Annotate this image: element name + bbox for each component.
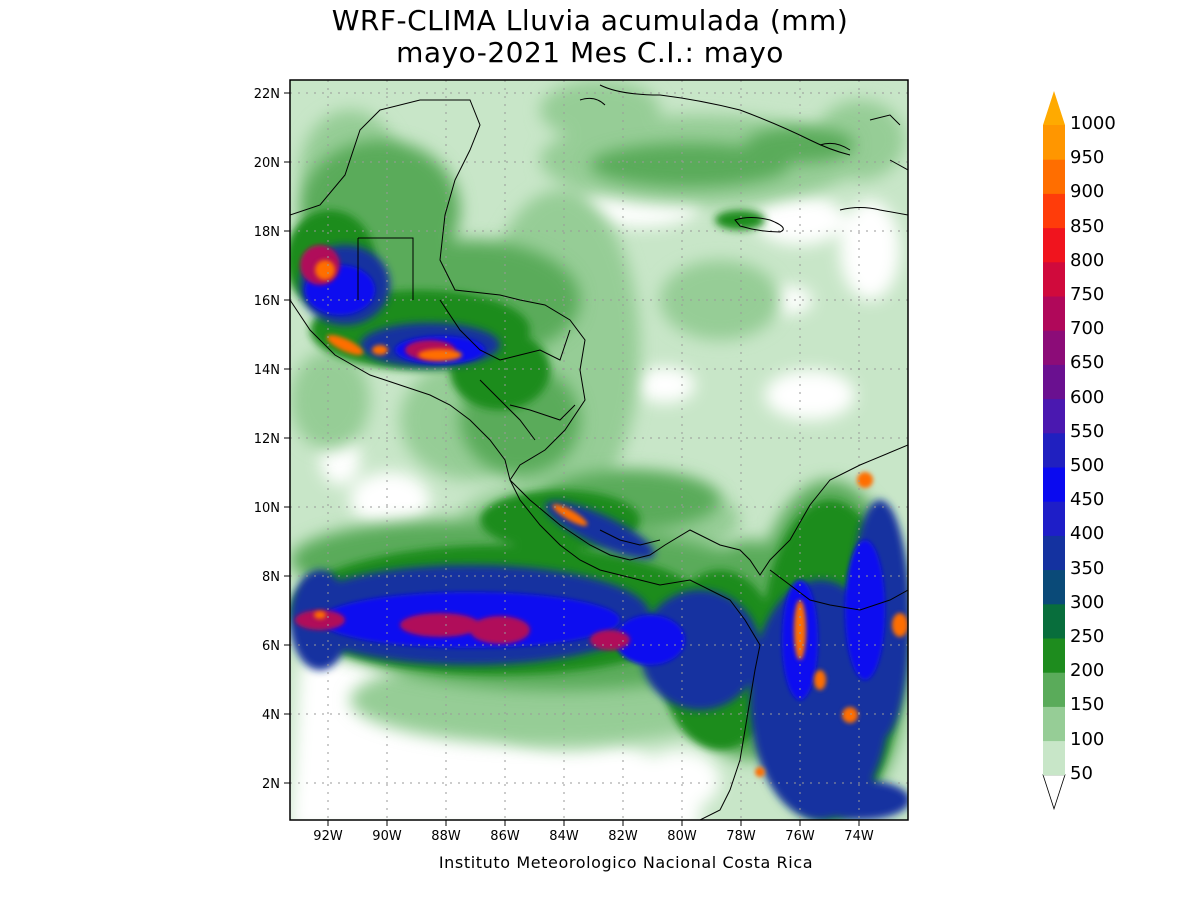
colorbar-band [1043, 227, 1065, 263]
lat-label: 12N [254, 432, 280, 447]
colorbar-level-label: 150 [1070, 694, 1105, 716]
colorbar-level-label: 250 [1070, 626, 1105, 647]
colorbar-level-label: 350 [1070, 557, 1105, 579]
credit-text: Instituto Meteorologico Nacional Costa R… [438, 853, 814, 872]
lon-label: 82W [608, 829, 638, 844]
colorbar-band [1043, 740, 1065, 776]
colorbar-level-label: 650 [1070, 352, 1105, 374]
lon-label: 88W [431, 829, 461, 844]
longitude-labels: 92W 90W 88W 86W 84W 82W 80W 78W 76W 74W [313, 829, 874, 844]
colorbar-band [1043, 398, 1065, 434]
colorbar-band [1043, 638, 1065, 673]
lon-label: 80W [667, 829, 697, 844]
colorbar-level-label: 550 [1070, 420, 1105, 442]
colorbar-level-label: 300 [1070, 591, 1105, 613]
lat-label: 22N [254, 87, 280, 102]
rainfall-field [290, 80, 908, 820]
colorbar-band [1043, 467, 1065, 502]
colorbar-upper-triangle [1043, 91, 1065, 125]
colorbar-band [1043, 432, 1065, 468]
colorbar-level-label: 850 [1070, 215, 1105, 237]
colorbar-band [1043, 193, 1065, 229]
colorbar-band [1043, 672, 1065, 707]
colorbar-level-label: 100 [1070, 728, 1105, 750]
map-subtitle: mayo-2021 Mes C.I.: mayo [396, 36, 784, 69]
colorbar-level-label: 200 [1070, 660, 1105, 682]
lon-label: 78W [726, 829, 756, 844]
colorbar-band [1043, 125, 1065, 160]
graticule [290, 80, 908, 820]
lon-label: 90W [372, 829, 402, 844]
colorbar-level-label: 500 [1070, 455, 1105, 476]
colorbar-band [1043, 535, 1065, 571]
map-frame [289, 79, 909, 821]
map-title: WRF-CLIMA Lluvia acumulada (mm) [331, 4, 849, 37]
colorbar-level-label: 800 [1070, 249, 1105, 271]
colorbar-band [1043, 603, 1065, 639]
colorbar-band [1043, 296, 1065, 331]
colorbar-level-label: 700 [1070, 318, 1105, 340]
lon-label: 86W [490, 829, 520, 844]
colorbar-level-label: 950 [1070, 147, 1105, 169]
colorbar-level-label: 750 [1070, 284, 1105, 305]
lat-label: 14N [254, 363, 280, 378]
colorbar-band [1043, 501, 1065, 536]
lat-label: 16N [254, 294, 280, 309]
lon-label: 92W [313, 829, 343, 844]
lon-label: 76W [785, 829, 815, 844]
lat-label: 10N [254, 501, 280, 516]
colorbar-level-label: 1000 [1070, 113, 1116, 134]
colorbar-level-label: 50 [1070, 762, 1093, 784]
lat-label: 2N [262, 777, 280, 792]
colorbar-level-label: 450 [1070, 489, 1105, 511]
lon-label: 84W [549, 829, 579, 844]
colorbar-band [1043, 706, 1065, 742]
lat-label: 18N [254, 225, 280, 240]
colorbar-band [1043, 569, 1065, 605]
lat-label: 4N [262, 708, 280, 723]
latitude-labels: 22N 20N 18N 16N 14N 12N 10N 8N 6N 4N 2N [254, 87, 280, 792]
axis-ticks [284, 92, 860, 826]
lon-label: 74W [844, 829, 874, 844]
colorbar-level-label: 400 [1070, 523, 1105, 545]
colorbar-band [1043, 330, 1065, 365]
colorbar-band [1043, 159, 1065, 194]
lat-label: 8N [262, 570, 280, 585]
coastlines [290, 84, 908, 820]
colorbar-band [1043, 364, 1065, 400]
lat-label: 6N [262, 639, 280, 654]
colorbar [1042, 91, 1066, 811]
colorbar-level-label: 900 [1070, 181, 1105, 203]
colorbar-lower-triangle [1042, 774, 1066, 811]
colorbar-level-label: 600 [1070, 386, 1105, 408]
lat-label: 20N [254, 156, 280, 171]
colorbar-band [1043, 261, 1065, 297]
